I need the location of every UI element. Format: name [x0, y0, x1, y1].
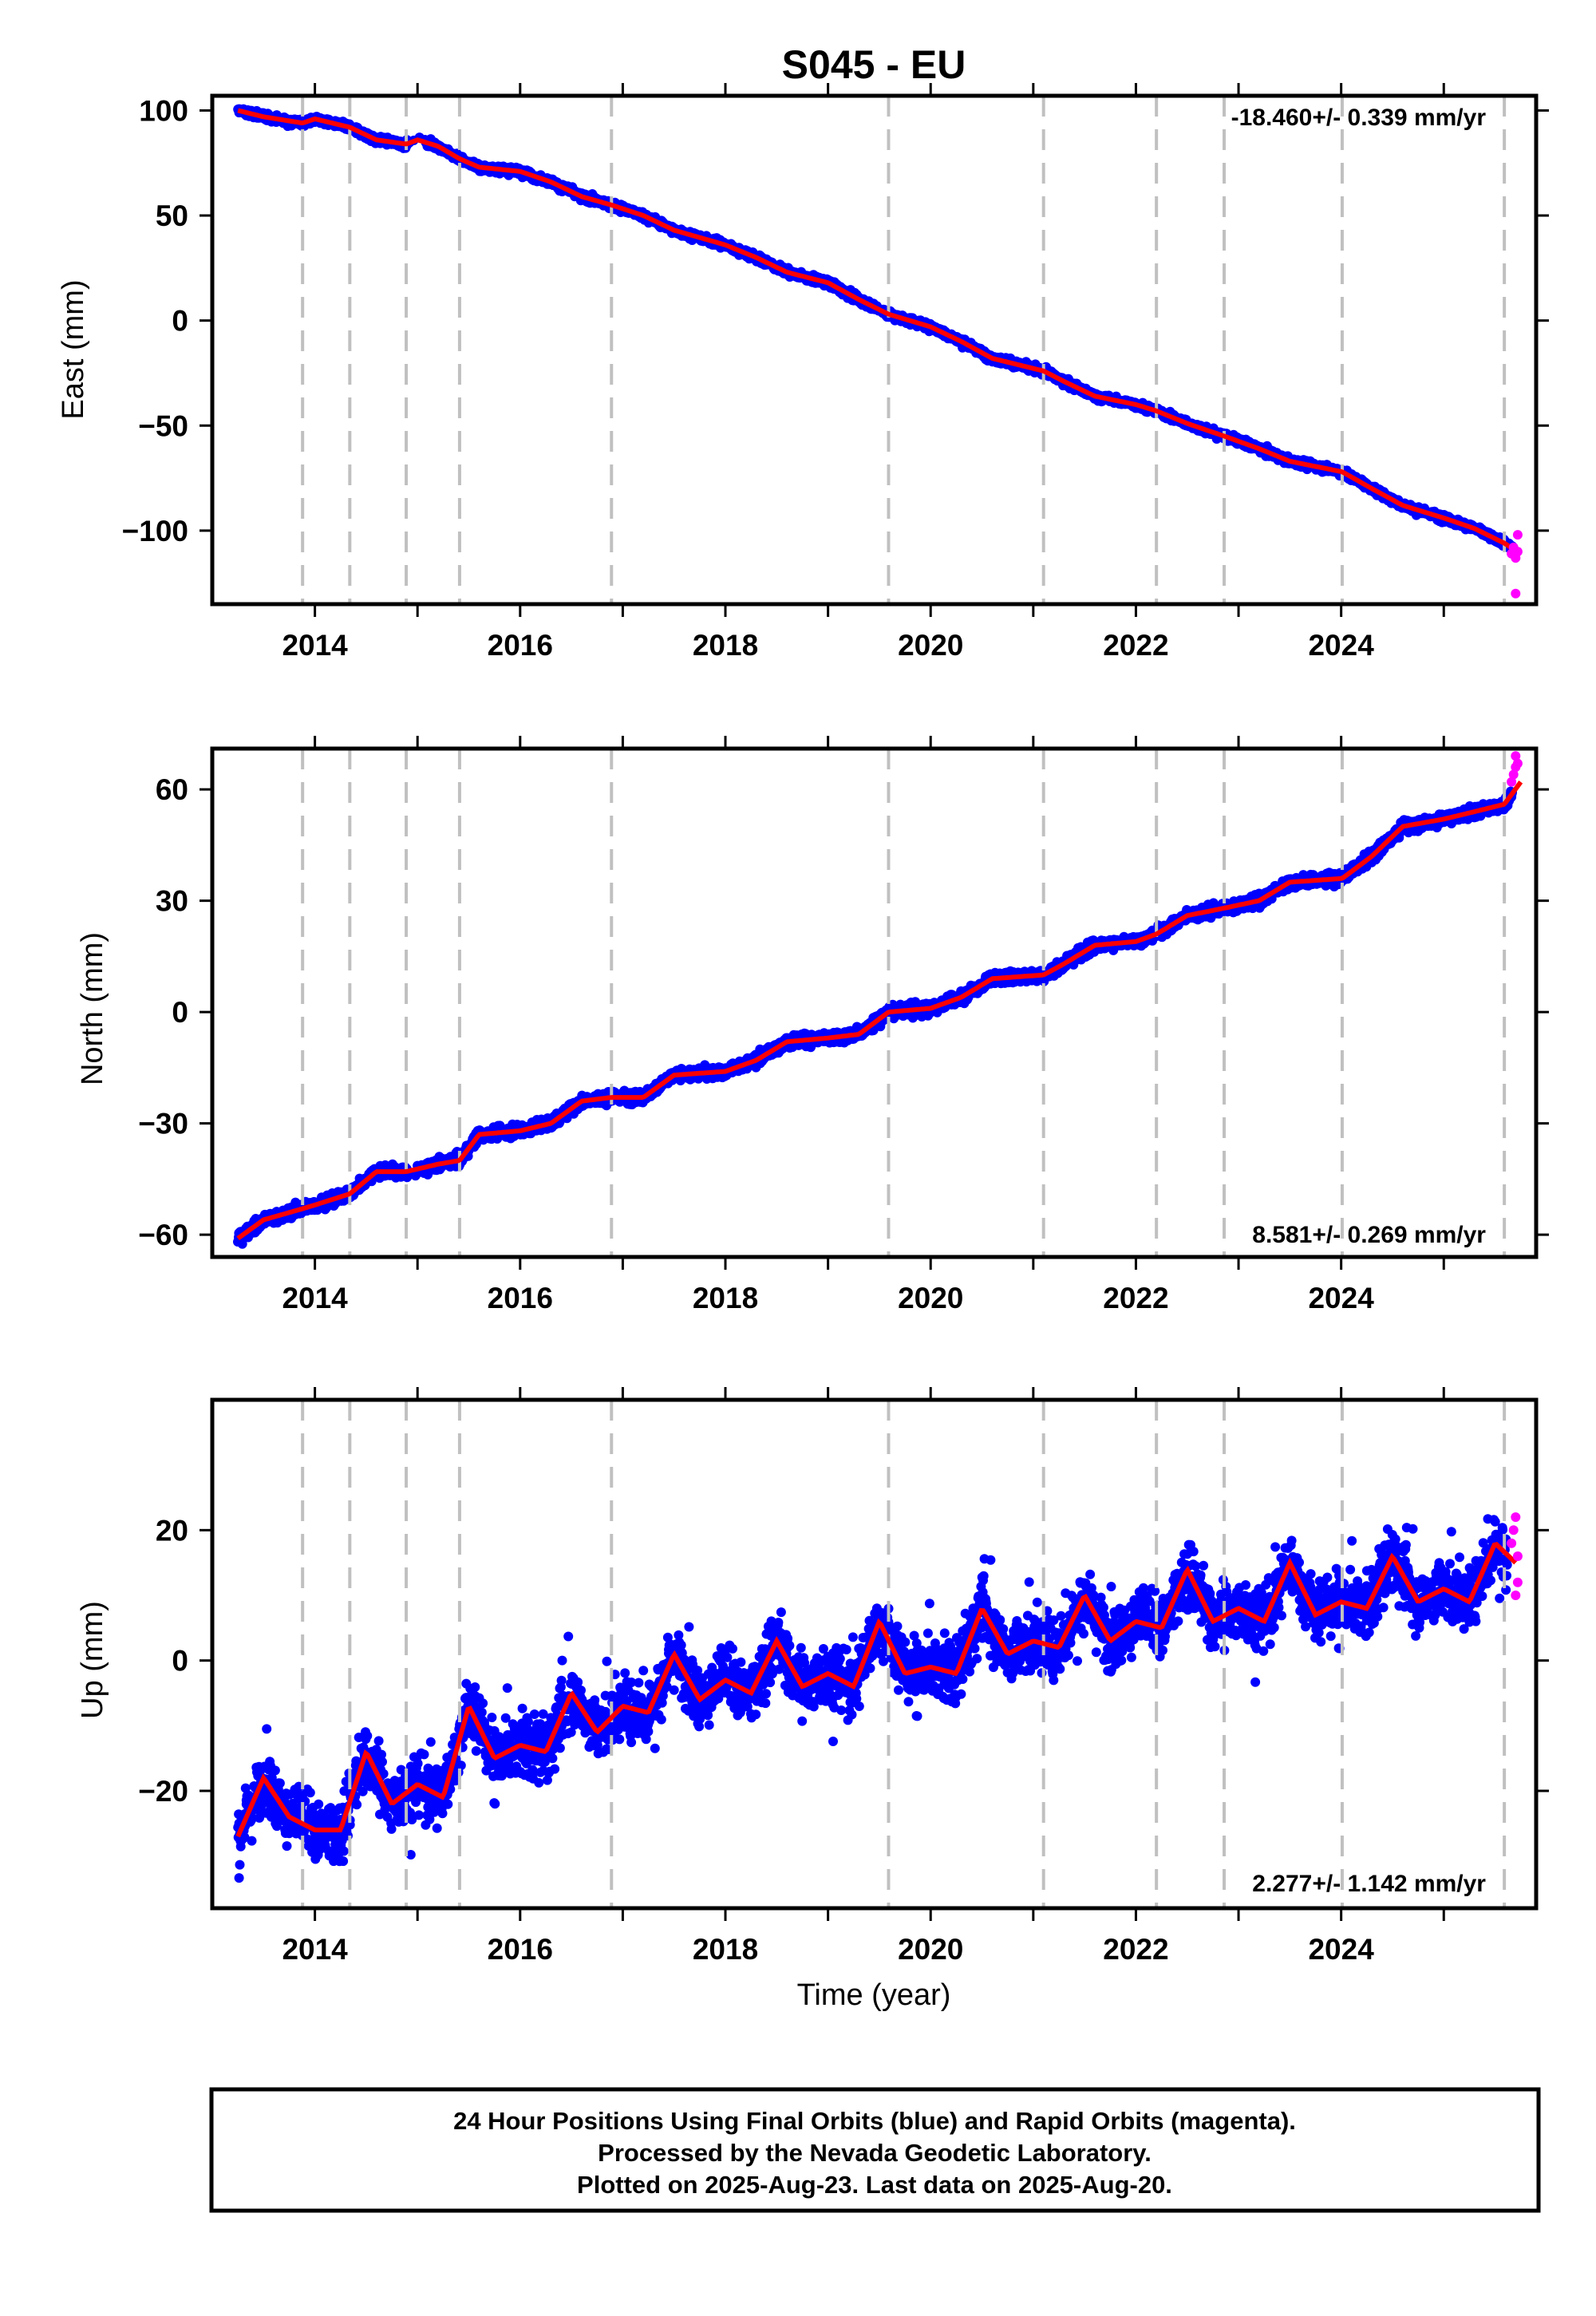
rapid-orbit-point	[1512, 530, 1523, 540]
plot-frame	[210, 93, 1539, 607]
figure-title: S045 - EU	[782, 42, 966, 87]
x-tick-label: 2020	[898, 629, 963, 662]
model-fit-line	[237, 108, 1523, 556]
rapid-orbit-point	[1512, 547, 1523, 557]
east-panel: 100 50 0 −50 −100 2014 2016 2018 2020 2022 2024 -1…	[57, 83, 1549, 662]
y-tick-label: 100	[139, 94, 188, 127]
y-tick-label: 0	[172, 305, 188, 338]
x-tick-label: 2016	[488, 629, 553, 662]
y-tick-label: −100	[122, 515, 188, 547]
east-rate-text: -18.460+/- 0.339 mm/yr	[1231, 105, 1487, 131]
x-tick-label: 2024	[1308, 629, 1374, 662]
east-ylabel: East (mm)	[57, 279, 90, 419]
x-tick-label: 2022	[1103, 629, 1168, 662]
rapid-orbit-point	[1511, 588, 1521, 599]
y-tick-label: 50	[156, 200, 188, 232]
x-tick-label: 2014	[282, 629, 348, 662]
x-tick-label: 2018	[693, 629, 758, 662]
y-tick-label: −50	[138, 409, 188, 442]
